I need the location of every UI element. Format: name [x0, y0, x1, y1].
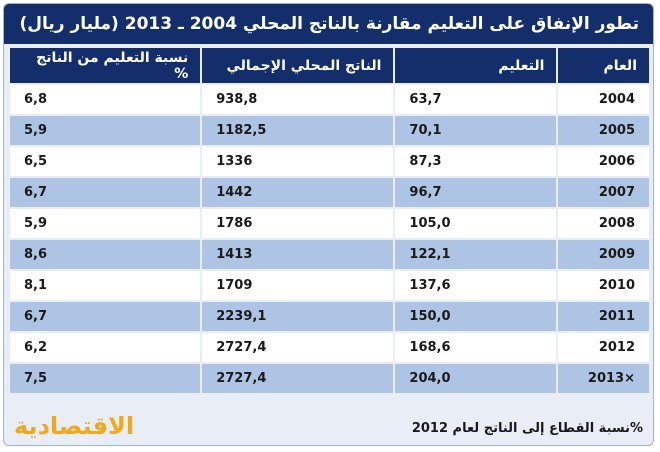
- cell-education: 96,7: [395, 178, 557, 207]
- cell-gdp: 2727,4: [202, 333, 394, 362]
- footer: الاقتصادية %نسبة القطاع إلى الناتج لعام …: [4, 409, 653, 445]
- table-row: 2011 150,0 2239,1 6,7: [10, 302, 649, 331]
- header-row: العام التعليم الناتج المحلي الإجمالي نسب…: [10, 48, 649, 83]
- cell-ratio: 8,1: [10, 271, 201, 300]
- cell-education: 168,6: [395, 333, 557, 362]
- cell-gdp: 1413: [202, 240, 394, 269]
- cell-year: 2010: [558, 271, 649, 300]
- cell-ratio: 5,9: [10, 116, 201, 145]
- cell-gdp: 1709: [202, 271, 394, 300]
- cell-year: 2006: [558, 147, 649, 176]
- cell-year: 2009: [558, 240, 649, 269]
- infographic-frame: تطور الإنفاق على التعليم مقارنة بالناتج …: [3, 3, 654, 446]
- cell-ratio: 6,7: [10, 302, 201, 331]
- column-header-gdp: الناتج المحلي الإجمالي: [202, 48, 394, 83]
- cell-gdp: 2239,1: [202, 302, 394, 331]
- cell-education: 87,3: [395, 147, 557, 176]
- table-row: 2007 96,7 1442 6,7: [10, 178, 649, 207]
- column-header-education: التعليم: [395, 48, 557, 83]
- cell-gdp: 1786: [202, 209, 394, 238]
- cell-gdp: 1336: [202, 147, 394, 176]
- cell-year: 2008: [558, 209, 649, 238]
- cell-year: 2012: [558, 333, 649, 362]
- cell-gdp: 1182,5: [202, 116, 394, 145]
- cell-year: 2011: [558, 302, 649, 331]
- cell-ratio: 5,9: [10, 209, 201, 238]
- data-table: العام التعليم الناتج المحلي الإجمالي نسب…: [8, 46, 651, 395]
- cell-year: 2013×: [558, 364, 649, 393]
- table-row: 2004 63,7 938,8 6,8: [10, 85, 649, 114]
- table-row: 2013× 204,0 2727,4 7,5: [10, 364, 649, 393]
- cell-ratio: 8,6: [10, 240, 201, 269]
- cell-education: 137,6: [395, 271, 557, 300]
- cell-education: 105,0: [395, 209, 557, 238]
- table-row: 2005 70,1 1182,5 5,9: [10, 116, 649, 145]
- cell-education: 70,1: [395, 116, 557, 145]
- cell-ratio: 6,8: [10, 85, 201, 114]
- table-row: 2010 137,6 1709 8,1: [10, 271, 649, 300]
- table-body: 2004 63,7 938,8 6,8 2005 70,1 1182,5 5,9 2006 87,…: [10, 85, 649, 393]
- cell-education: 122,1: [395, 240, 557, 269]
- source-logo: الاقتصادية: [14, 412, 135, 440]
- column-header-year: العام: [558, 48, 649, 83]
- cell-education: 63,7: [395, 85, 557, 114]
- cell-year: 2005: [558, 116, 649, 145]
- cell-education: 204,0: [395, 364, 557, 393]
- cell-ratio: 6,7: [10, 178, 201, 207]
- cell-gdp: 1442: [202, 178, 394, 207]
- cell-year: 2007: [558, 178, 649, 207]
- chart-title: تطور الإنفاق على التعليم مقارنة بالناتج …: [4, 4, 653, 44]
- cell-ratio: 6,2: [10, 333, 201, 362]
- cell-year: 2004: [558, 85, 649, 114]
- column-header-ratio: نسبة التعليم من الناتج %: [10, 48, 201, 83]
- cell-gdp: 2727,4: [202, 364, 394, 393]
- footnote: %نسبة القطاع إلى الناتج لعام 2012: [411, 421, 643, 436]
- cell-education: 150,0: [395, 302, 557, 331]
- cell-gdp: 938,8: [202, 85, 394, 114]
- cell-ratio: 6,5: [10, 147, 201, 176]
- cell-ratio: 7,5: [10, 364, 201, 393]
- table-row: 2008 105,0 1786 5,9: [10, 209, 649, 238]
- table-row: 2006 87,3 1336 6,5: [10, 147, 649, 176]
- table-row: 2012 168,6 2727,4 6,2: [10, 333, 649, 362]
- table-row: 2009 122,1 1413 8,6: [10, 240, 649, 269]
